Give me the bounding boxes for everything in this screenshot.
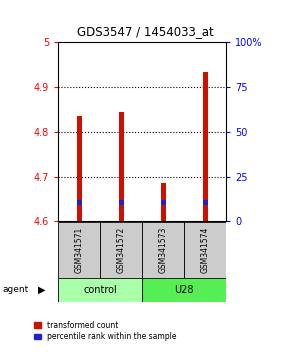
Legend: transformed count, percentile rank within the sample: transformed count, percentile rank withi… (33, 319, 178, 343)
Bar (203, 72, 208, 221)
Text: GSM341574: GSM341574 (201, 227, 210, 273)
Bar (142, 222, 184, 278)
Bar (119, 112, 124, 221)
Bar (203, 200, 208, 205)
Bar (77, 116, 81, 221)
Bar (100, 222, 142, 278)
Text: GSM341573: GSM341573 (159, 227, 168, 273)
Text: agent: agent (3, 285, 29, 295)
Bar (58, 222, 100, 278)
Text: U28: U28 (174, 285, 194, 295)
Text: GSM341572: GSM341572 (117, 227, 126, 273)
Bar (142, 278, 226, 302)
Bar (119, 200, 124, 205)
Bar (58, 278, 142, 302)
Text: GDS3547 / 1454033_at: GDS3547 / 1454033_at (77, 25, 213, 39)
Text: GSM341571: GSM341571 (75, 227, 84, 273)
Bar (161, 183, 166, 221)
Text: control: control (83, 285, 117, 295)
Bar (77, 200, 81, 205)
Bar (184, 222, 226, 278)
Text: ▶: ▶ (38, 285, 45, 295)
Bar (161, 200, 166, 205)
